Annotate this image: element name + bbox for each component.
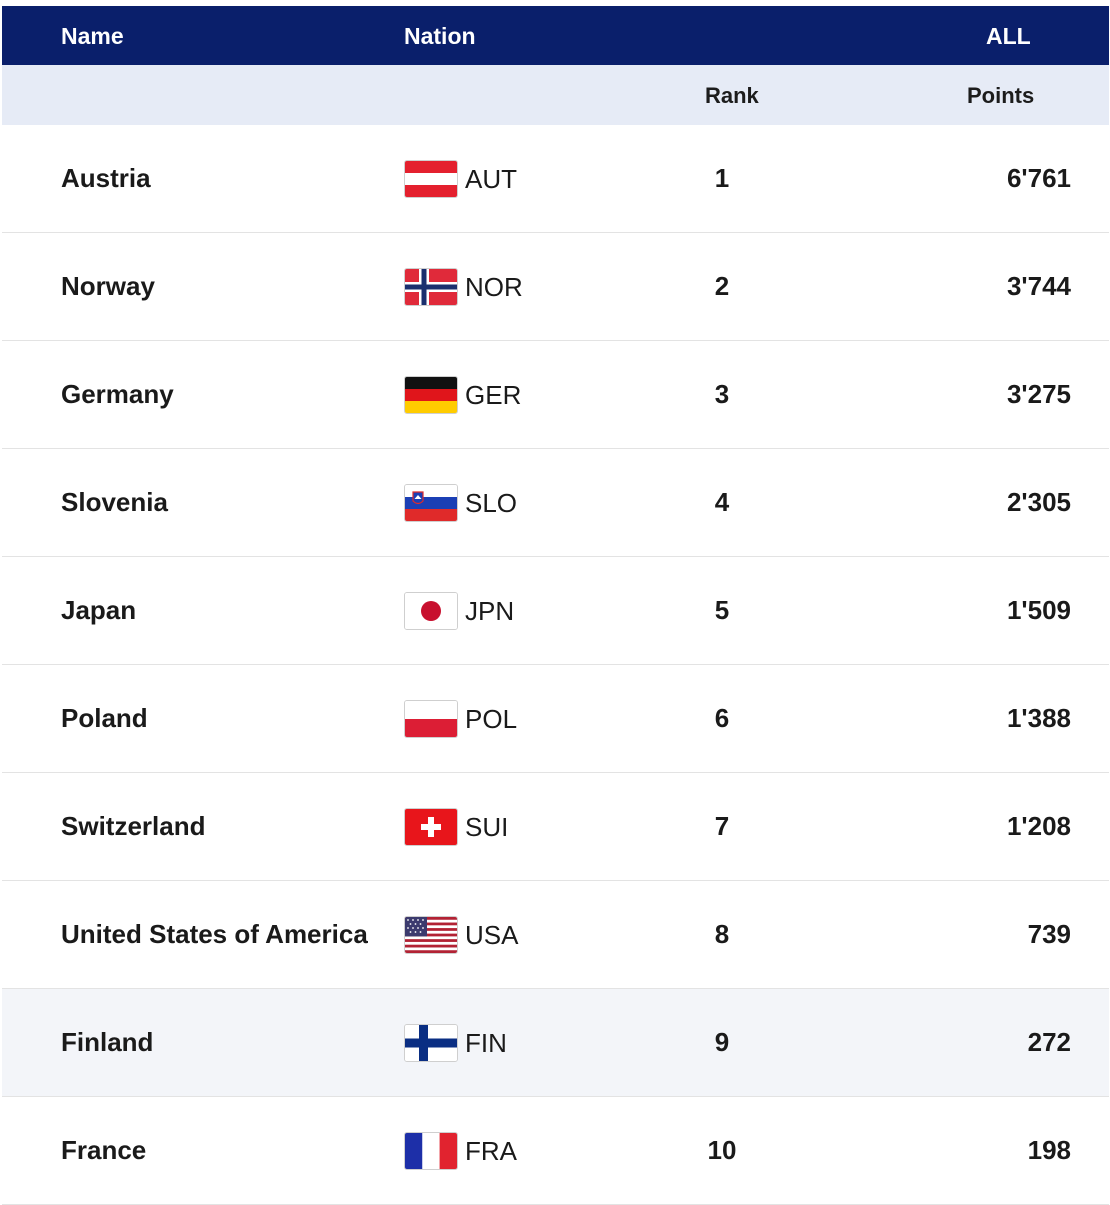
country-name[interactable]: Germany bbox=[61, 379, 174, 409]
table-header: Name Nation ALL bbox=[2, 6, 1109, 65]
points-value: 1'388 bbox=[1006, 703, 1071, 733]
country-name[interactable]: France bbox=[61, 1135, 147, 1165]
table-row[interactable]: Slovenia SLO 4 2'305 bbox=[2, 449, 1109, 557]
country-name[interactable]: Austria bbox=[61, 163, 151, 193]
nation-code: FRA bbox=[465, 1135, 517, 1166]
rank-value: 3 bbox=[714, 379, 730, 409]
points-value: 1'208 bbox=[1006, 811, 1071, 841]
header-rank[interactable]: Rank bbox=[705, 83, 759, 108]
points-value: 3'744 bbox=[1006, 271, 1071, 301]
points-value: 6'761 bbox=[1006, 163, 1071, 193]
rank-value: 4 bbox=[714, 487, 730, 517]
country-name[interactable]: Norway bbox=[61, 271, 155, 301]
table-row-highlighted[interactable]: Finland FIN 9 272 bbox=[2, 989, 1109, 1097]
germany-flag-icon bbox=[404, 375, 458, 414]
slovenia-flag-icon bbox=[404, 483, 458, 522]
nation-cell: JPN bbox=[404, 557, 514, 664]
nation-code: SLO bbox=[465, 487, 518, 518]
nation-code: POL bbox=[465, 703, 518, 734]
country-name[interactable]: United States of America bbox=[61, 919, 368, 949]
nation-cell: FRA bbox=[404, 1097, 517, 1204]
table-row[interactable]: Norway NOR 2 3'744 bbox=[2, 233, 1109, 341]
nation-cell: SLO bbox=[404, 449, 517, 556]
nation-code: JPN bbox=[465, 595, 515, 626]
table-row[interactable]: Poland POL 6 1'388 bbox=[2, 665, 1109, 773]
norway-flag-icon bbox=[404, 267, 458, 306]
nation-code: NOR bbox=[465, 271, 523, 302]
nation-code: USA bbox=[465, 919, 519, 950]
nation-cell: NOR bbox=[404, 233, 523, 340]
poland-flag-icon bbox=[404, 699, 458, 738]
table-row[interactable]: Germany GER 3 3'275 bbox=[2, 341, 1109, 449]
nation-cell: SUI bbox=[404, 773, 508, 880]
rank-value: 1 bbox=[714, 163, 730, 193]
table-row[interactable]: Austria AUT 1 6'761 bbox=[2, 125, 1109, 233]
nation-cell: AUT bbox=[404, 125, 517, 232]
table-row[interactable]: United States of America bbox=[2, 881, 1109, 989]
country-name[interactable]: Slovenia bbox=[61, 487, 168, 517]
nation-code: FIN bbox=[465, 1027, 507, 1058]
nation-cell: FIN bbox=[404, 989, 507, 1096]
points-value: 198 bbox=[1027, 1135, 1071, 1165]
nation-cell: POL bbox=[404, 665, 517, 772]
usa-flag-icon bbox=[404, 915, 458, 954]
finland-flag-icon bbox=[404, 1023, 458, 1062]
header-name[interactable]: Name bbox=[61, 23, 124, 49]
points-value: 272 bbox=[1027, 1027, 1071, 1057]
points-value: 2'305 bbox=[1006, 487, 1071, 517]
rank-value: 9 bbox=[714, 1027, 730, 1057]
table-row[interactable]: Japan JPN 5 1'509 bbox=[2, 557, 1109, 665]
japan-flag-icon bbox=[404, 591, 458, 630]
points-value: 1'509 bbox=[1006, 595, 1071, 625]
header-nation[interactable]: Nation bbox=[404, 23, 476, 49]
country-name[interactable]: Finland bbox=[61, 1027, 154, 1057]
country-name[interactable]: Poland bbox=[61, 703, 148, 733]
header-points[interactable]: Points bbox=[967, 83, 1035, 108]
austria-flag-icon bbox=[404, 159, 458, 198]
rank-value: 5 bbox=[714, 595, 730, 625]
points-value: 3'275 bbox=[1006, 379, 1071, 409]
rank-value: 2 bbox=[714, 271, 730, 301]
country-name[interactable]: Japan bbox=[61, 595, 137, 625]
points-value: 739 bbox=[1027, 919, 1071, 949]
header-all[interactable]: ALL bbox=[986, 23, 1031, 49]
rank-value: 10 bbox=[707, 1135, 737, 1165]
france-flag-icon bbox=[404, 1131, 458, 1170]
rank-value: 6 bbox=[714, 703, 730, 733]
table-subheader: Rank Points bbox=[2, 65, 1109, 125]
nation-code: AUT bbox=[465, 163, 517, 194]
switzerland-flag-icon bbox=[404, 807, 458, 846]
nation-cell: GER bbox=[404, 341, 521, 448]
nation-code: GER bbox=[465, 379, 522, 410]
country-name[interactable]: Switzerland bbox=[61, 811, 206, 841]
rank-value: 7 bbox=[714, 811, 730, 841]
standings-table: Name Nation ALL Rank Points Austria AUT … bbox=[2, 6, 1109, 1205]
rank-value: 8 bbox=[714, 919, 730, 949]
nation-cell: USA bbox=[404, 881, 518, 988]
table-row[interactable]: Switzerland SUI 7 1'208 bbox=[2, 773, 1109, 881]
nation-code: SUI bbox=[465, 811, 509, 842]
table-row[interactable]: France FRA 10 198 bbox=[2, 1097, 1109, 1205]
